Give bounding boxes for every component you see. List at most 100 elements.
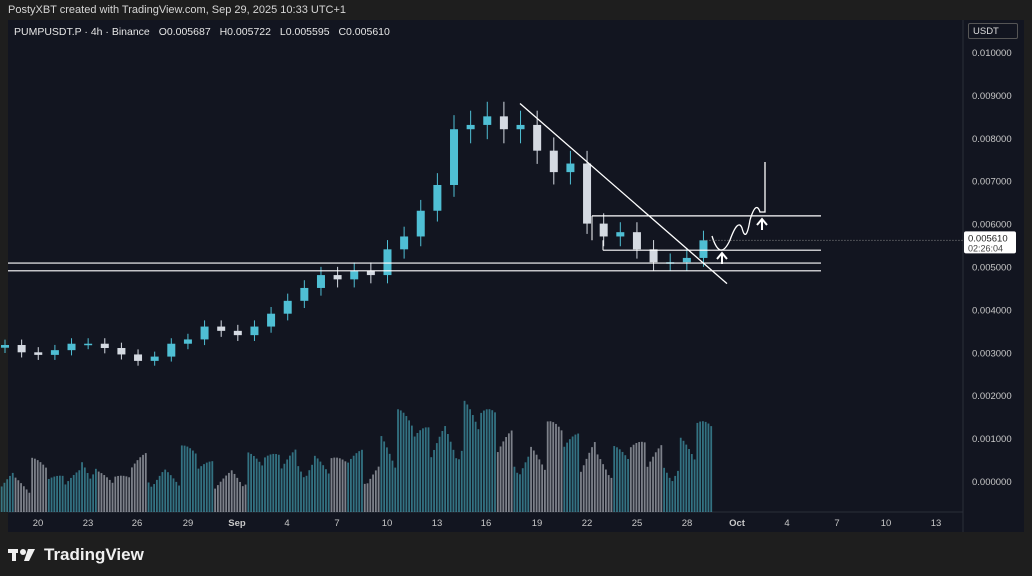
volume-bar: [652, 456, 654, 512]
volume-bar: [139, 457, 142, 512]
symbol-label[interactable]: PUMPUSDT.P · 4h · Binance: [14, 26, 150, 38]
volume-bar: [128, 477, 131, 512]
volume-bar: [618, 449, 621, 512]
volume-bar: [568, 439, 571, 512]
candle-body: [499, 116, 508, 130]
volume-bar: [485, 409, 488, 512]
volume-bar: [635, 443, 638, 512]
volume-bar: [92, 474, 95, 512]
chart-frame: [8, 20, 1024, 532]
volume-bar: [469, 409, 471, 512]
volume-bar: [211, 461, 214, 512]
volume-bar: [621, 451, 624, 512]
volume-bar: [153, 484, 156, 512]
volume-bar: [607, 475, 610, 512]
volume-bar: [172, 478, 175, 512]
volume-bar: [438, 436, 441, 512]
volume-bar: [50, 477, 53, 512]
time-tick-label: 4: [784, 518, 789, 529]
volume-bar: [86, 472, 89, 512]
volume-bar: [180, 445, 183, 512]
volume-bar: [89, 478, 92, 512]
volume-bar: [0, 486, 3, 512]
volume-bar: [416, 432, 419, 512]
volume-bar: [58, 475, 61, 512]
volume-bar: [463, 400, 466, 512]
volume-bar: [344, 461, 347, 512]
volume-bar: [599, 459, 602, 512]
candle-body: [366, 270, 375, 276]
candle-body: [250, 326, 259, 336]
volume-bar: [555, 423, 557, 512]
volume-bar: [241, 486, 244, 512]
volume-bar: [322, 465, 325, 512]
volume-bar: [131, 467, 133, 512]
volume-bar: [516, 472, 519, 512]
volume-bar: [460, 450, 463, 512]
candle-body: [67, 343, 76, 351]
volume-bar: [136, 460, 139, 512]
volume-bar: [388, 453, 391, 512]
volume-bar: [122, 475, 125, 512]
volume-bar: [164, 469, 167, 512]
price-tick-label: 0.008000: [972, 134, 1012, 145]
volume-bar: [394, 467, 397, 512]
volume-bar: [638, 442, 641, 512]
volume-bar: [710, 426, 713, 512]
volume-bar: [95, 468, 97, 512]
volume-bar: [269, 454, 272, 512]
volume-bar: [444, 426, 447, 512]
volume-bar: [596, 454, 599, 512]
volume-bar: [300, 471, 302, 512]
volume-bar: [114, 476, 117, 512]
volume-bar: [97, 471, 100, 512]
volume-bar: [203, 464, 205, 512]
volume-bar: [474, 421, 477, 512]
volume-bar: [604, 469, 607, 512]
volume-bar: [197, 468, 200, 512]
candle-body: [566, 163, 575, 173]
volume-bar: [505, 437, 508, 512]
candle-body: [316, 275, 325, 288]
volume-bar: [205, 462, 208, 512]
volume-bar: [266, 455, 269, 512]
volume-bar: [574, 434, 577, 512]
volume-bar: [280, 468, 283, 512]
volume-bar: [247, 452, 250, 512]
volume-bar: [119, 475, 122, 512]
volume-bar: [45, 467, 47, 512]
volume-bar: [22, 486, 25, 512]
volume-bar: [688, 449, 690, 512]
volume-bar: [424, 427, 427, 512]
volume-bar: [72, 475, 75, 512]
volume-bar: [47, 478, 50, 512]
candle-body: [84, 343, 93, 346]
volume-bar: [17, 480, 20, 512]
volume-bar: [538, 459, 541, 512]
volume-bar: [108, 479, 111, 512]
volume-bar: [699, 421, 702, 512]
volume-bar: [117, 475, 119, 512]
volume-bar: [252, 455, 255, 512]
candle-body: [217, 326, 226, 331]
volume-bar: [9, 475, 11, 512]
volume-bar: [552, 422, 555, 512]
volume-bar: [602, 464, 605, 512]
volume-bar: [225, 475, 228, 512]
time-tick-label: 29: [183, 518, 194, 529]
time-tick-label: 10: [382, 518, 393, 529]
volume-bar: [11, 472, 14, 512]
volume-bar: [610, 477, 613, 512]
volume-bar: [513, 466, 516, 512]
candle-body: [583, 163, 592, 224]
candle-body: [117, 348, 126, 355]
volume-bar: [233, 473, 236, 512]
time-tick-label: 13: [432, 518, 443, 529]
currency-unit-button[interactable]: USDT: [968, 23, 1018, 39]
volume-bar: [397, 409, 399, 512]
volume-bar: [530, 446, 532, 512]
volume-bar: [588, 452, 591, 512]
volume-bar: [532, 450, 535, 512]
volume-bar: [336, 457, 338, 512]
